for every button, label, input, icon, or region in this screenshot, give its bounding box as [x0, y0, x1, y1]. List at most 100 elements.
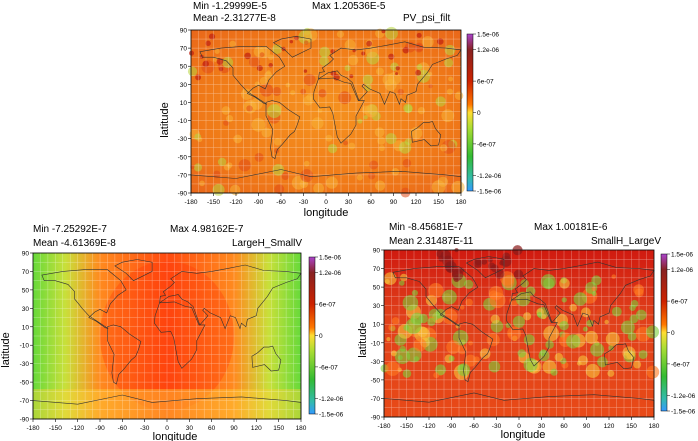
x-tick-label: -30	[140, 425, 150, 432]
heatmap-cell	[611, 274, 616, 279]
heatmap-cell	[368, 172, 376, 180]
heatmap-cell	[513, 269, 524, 280]
heatmap-cell	[490, 314, 500, 324]
x-tick-label: -90	[254, 199, 264, 206]
heatmap-cell	[541, 314, 547, 320]
heatmap-cell	[238, 159, 251, 172]
colorbar-tick-label: -6e-07	[671, 361, 690, 368]
heatmap-cell	[325, 176, 338, 189]
x-tick-label: 120	[411, 199, 422, 206]
colorbar-tick-label: 1.5e-06	[671, 252, 693, 259]
heatmap-cell	[605, 332, 620, 346]
heatmap-cell	[304, 40, 309, 45]
colorbar-tick-label: -1.5e-06	[319, 412, 344, 419]
heatmap-cell	[428, 283, 444, 299]
coastline	[41, 269, 127, 329]
heatmap-cell	[197, 136, 203, 143]
colorbar-tick-label: -1.5e-06	[671, 409, 696, 416]
x-tick-label: -150	[49, 425, 62, 432]
colorbar-scale	[660, 253, 668, 412]
heatmap-cell	[208, 33, 216, 40]
y-tick-label: -30	[371, 359, 381, 366]
heatmap-cell	[303, 69, 308, 73]
heatmap-cell	[226, 114, 234, 123]
heatmap-cell	[441, 109, 455, 123]
heatmap-cell	[586, 319, 594, 327]
heatmap-cell	[289, 40, 294, 44]
x-tick-label: 30	[345, 199, 353, 206]
heatmap-cell	[303, 160, 310, 167]
heatmap-cell	[580, 307, 591, 318]
heatmap-cell	[391, 317, 400, 325]
y-tick-label: 90	[22, 251, 30, 258]
colorbar-tick-label: 6e-07	[319, 302, 336, 309]
heatmap-cell	[468, 340, 473, 346]
heatmap-cell	[444, 58, 454, 68]
heatmap-cell	[517, 349, 526, 358]
heatmap-cell	[259, 52, 265, 58]
heatmap-cell	[385, 26, 398, 40]
heatmap-cell	[481, 258, 488, 265]
y-tick-label: 70	[22, 269, 30, 276]
heatmap-cell	[459, 305, 465, 310]
heatmap-cell	[219, 66, 224, 72]
heatmap-cell	[582, 326, 588, 332]
heatmap-cell	[205, 40, 211, 46]
heatmap-cell	[523, 312, 532, 321]
x-tick-label: -120	[71, 425, 84, 432]
heatmap-cell	[349, 74, 354, 79]
x-tick-label: 0	[165, 425, 169, 432]
chart-title: SmallH_LargeV	[591, 236, 661, 247]
x-tick-label: 90	[583, 423, 591, 430]
stat-min: Min -8.45681E-7	[389, 222, 463, 233]
stat-max: Max 1.00181E-6	[534, 222, 608, 233]
colorbar-tick-label: 1.5e-06	[477, 32, 499, 39]
heatmap-cell	[327, 143, 338, 154]
stat-max: Max 1.20536E-5	[312, 1, 386, 12]
heatmap-cell	[488, 360, 501, 373]
heatmap-cell	[212, 183, 225, 196]
heatmap-cell	[189, 50, 195, 56]
coastline	[505, 298, 558, 367]
heatmap-cell	[274, 184, 285, 195]
colorbar-tick-label: 0	[319, 333, 323, 340]
heatmap-cell	[646, 365, 660, 379]
heatmap-cell	[446, 88, 454, 95]
heatmap-cell	[386, 337, 391, 342]
heatmap-cell	[440, 250, 451, 261]
heatmap-cell	[414, 42, 424, 52]
heatmap-cell	[267, 104, 282, 119]
heatmap-cell	[627, 332, 637, 341]
heatmap-cell	[274, 148, 280, 154]
heatmap-cell	[487, 257, 493, 263]
heatmap-cell	[362, 74, 374, 85]
heatmap-cell	[559, 278, 570, 289]
heatmap-cell	[402, 295, 419, 311]
colorbar-tick-label: 6e-07	[477, 79, 494, 86]
coastline	[392, 266, 479, 327]
x-tick-label: -180	[26, 425, 39, 432]
colorbar-tick-label: 1.2e-06	[671, 267, 693, 274]
x-tick-label: -30	[299, 199, 309, 206]
y-tick-label: 10	[373, 322, 381, 329]
heatmap-cell	[229, 184, 241, 196]
heatmap-cell	[463, 279, 474, 289]
stat-mean: Mean 2.31487E-11	[389, 236, 474, 247]
colorbar: 1.5e-06 1.2e-06 6e-07 0 -6e-07 -1.2e-06 -1.5e-…	[308, 255, 344, 419]
heatmap-cell	[246, 105, 253, 112]
heatmap-cell	[454, 91, 464, 100]
heatmap-cell	[356, 174, 363, 181]
y-tick-label: 50	[22, 287, 30, 294]
heatmap-cell	[638, 350, 648, 359]
colorbar: 1.5e-06 1.2e-06 6e-07 0 -6e-07 -1.2e-06 -1.5e-…	[660, 252, 696, 416]
heatmap-cell	[202, 60, 209, 68]
heatmap-cell	[435, 364, 446, 376]
y-tick-label: 10	[180, 100, 188, 107]
heatmap-cell	[442, 289, 457, 305]
heatmap-cell	[569, 303, 578, 312]
heatmap-cell	[411, 289, 418, 296]
heatmap-cell	[405, 318, 422, 334]
heatmap-cell	[378, 145, 385, 152]
heatmap-cell	[608, 345, 614, 351]
